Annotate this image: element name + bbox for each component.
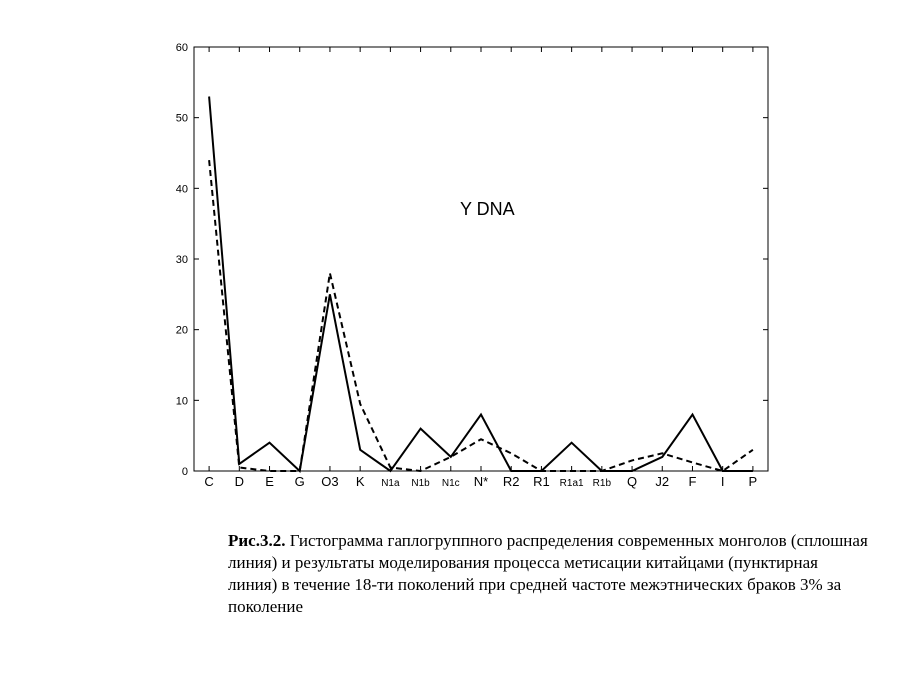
x-tick-label: N1c — [442, 478, 460, 489]
y-axis: 0 10 20 30 40 50 60 — [176, 42, 768, 478]
x-tick-label: C — [204, 474, 213, 489]
y-tick-label: 40 — [176, 183, 188, 195]
caption-label: Рис.3.2. — [228, 531, 286, 550]
x-tick-label: R1b — [593, 478, 612, 489]
haplogroup-line-chart: 0 10 20 30 40 50 60 C D E G O3 K N1a N1b N1c N* R2 R1 R1a1… — [176, 42, 769, 489]
y-tick-label: 30 — [176, 254, 188, 266]
x-tick-label: R2 — [503, 474, 520, 489]
chart-annotation: Y DNA — [460, 199, 515, 219]
y-tick-label: 10 — [176, 395, 188, 407]
x-tick-label: R1 — [533, 474, 550, 489]
series-line-dashed — [208, 160, 754, 473]
x-tick-label: E — [265, 474, 274, 489]
caption-text: Гистограмма гаплогруппного распределения… — [228, 531, 868, 616]
x-tick-label: D — [235, 474, 244, 489]
x-tick-label: N1a — [381, 478, 400, 489]
x-tick-label: F — [688, 474, 696, 489]
x-tick-label: J2 — [655, 474, 669, 489]
x-tick-label: N1b — [411, 478, 430, 489]
x-tick-label: N* — [474, 474, 488, 489]
x-tick-label: G — [295, 474, 305, 489]
figure-caption: Рис.3.2. Гистограмма гаплогруппного расп… — [228, 530, 868, 618]
y-tick-label: 0 — [182, 466, 188, 478]
y-tick-label: 60 — [176, 42, 188, 54]
series-group — [208, 96, 754, 474]
series-line-solid — [208, 96, 753, 474]
x-tick-label: O3 — [321, 474, 338, 489]
x-tick-label: K — [356, 474, 365, 489]
x-tick-label: P — [749, 474, 758, 489]
x-axis: C D E G O3 K N1a N1b N1c N* R2 R1 R1a1 R1b Q J2 F I P — [204, 47, 757, 489]
plot-frame — [193, 46, 769, 472]
x-tick-label: R1a1 — [560, 478, 584, 489]
x-tick-label: Q — [627, 474, 637, 489]
y-tick-label: 50 — [176, 113, 188, 125]
x-tick-label: I — [721, 474, 725, 489]
y-tick-label: 20 — [176, 325, 188, 337]
